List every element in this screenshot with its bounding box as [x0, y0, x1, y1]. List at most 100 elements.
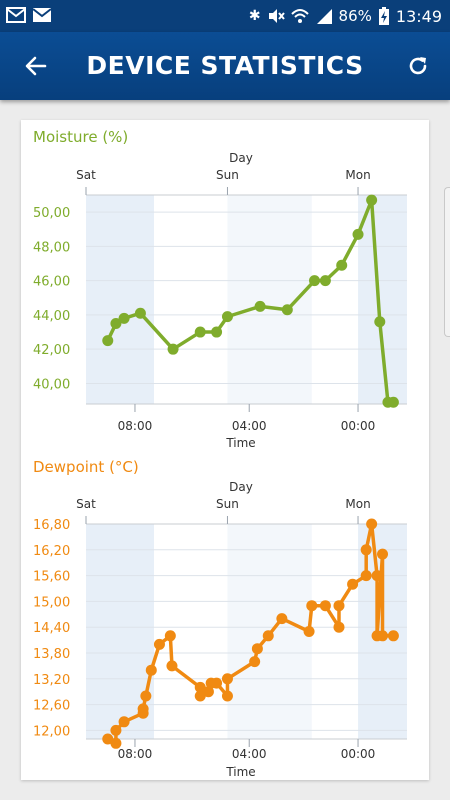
data-point	[140, 690, 152, 702]
data-point	[333, 600, 345, 612]
y-tick-label: 12,60	[33, 699, 70, 714]
x2-tick-label: Sun	[216, 497, 239, 511]
mail-icon	[6, 7, 26, 23]
data-point	[303, 626, 315, 637]
y-tick-label: 14,40	[33, 621, 70, 636]
x-tick-label: 04:00	[232, 419, 267, 433]
statistics-card: Moisture (%) Day 40,00 42,00 44,00 46,00 48,00…	[21, 120, 429, 780]
data-point	[118, 716, 130, 728]
data-point	[194, 690, 206, 702]
data-point	[377, 548, 389, 560]
data-point	[153, 638, 165, 650]
data-point	[309, 275, 321, 287]
x-axis-label: Time	[225, 765, 255, 779]
day-band	[86, 195, 155, 404]
data-point	[110, 737, 122, 749]
back-button[interactable]	[16, 46, 56, 86]
y-tick-label: 50,00	[33, 206, 70, 221]
y-tick-label: 13,80	[33, 647, 70, 662]
data-point	[276, 613, 288, 625]
mail-icon	[32, 8, 52, 22]
y-tick-label: 40,00	[33, 377, 70, 392]
data-point	[221, 311, 233, 323]
data-point	[387, 630, 399, 642]
data-point	[137, 703, 149, 715]
data-point	[249, 656, 261, 668]
data-point	[333, 621, 345, 633]
clock: 13:49	[395, 6, 442, 26]
data-point	[371, 570, 383, 582]
chart-title: Moisture (%)	[33, 128, 128, 146]
data-point	[347, 578, 359, 590]
y-tick-label: 13,20	[33, 673, 70, 688]
arrow-left-icon	[25, 56, 47, 76]
x-tick-label: 04:00	[232, 747, 267, 761]
status-bar: ✱ 86% 13:49	[0, 0, 450, 32]
data-point	[110, 317, 122, 329]
data-point	[374, 316, 386, 328]
data-point	[211, 326, 223, 338]
data-point	[110, 724, 122, 736]
y-tick-label: 42,00	[33, 343, 70, 358]
x2-axis-label: Day	[229, 151, 253, 165]
data-point	[221, 673, 233, 685]
data-point	[221, 690, 233, 702]
data-point	[164, 630, 176, 642]
battery-percent: 86%	[338, 7, 372, 25]
moisture-chart: Moisture (%) Day 40,00 42,00 44,00 46,00 48,00…	[33, 128, 407, 450]
data-point	[306, 600, 318, 612]
data-point	[102, 335, 114, 347]
bluetooth-icon: ✱	[248, 8, 261, 24]
wifi-icon	[290, 9, 309, 23]
signal-icon	[316, 9, 332, 24]
data-point	[194, 681, 206, 693]
data-point	[360, 570, 372, 582]
dewpoint-chart: Dewpoint (°C) Day 12,00 12,60 13,20 13,80 14,4…	[33, 458, 407, 779]
x2-tick-label: Mon	[345, 497, 370, 511]
mute-icon	[268, 9, 285, 23]
x-tick-label: 08:00	[118, 747, 153, 761]
x2-tick-label: Sat	[76, 497, 96, 511]
y-tick-label: 16,80	[33, 518, 70, 533]
x2-tick-label: Mon	[345, 168, 370, 182]
data-point	[352, 228, 364, 240]
side-panel-handle[interactable]	[444, 187, 450, 337]
x2-axis-label: Day	[229, 480, 253, 494]
refresh-icon	[409, 57, 427, 75]
y-tick-label: 48,00	[33, 240, 70, 255]
data-point	[262, 630, 274, 642]
system-icons: ✱ 86% 13:49	[249, 6, 442, 26]
data-point	[319, 600, 331, 612]
x-tick-label: 08:00	[118, 419, 153, 433]
data-point	[366, 518, 378, 530]
data-point	[281, 304, 293, 316]
x2-tick-label: Sun	[216, 168, 239, 182]
data-point	[377, 630, 389, 642]
x-tick-label: 00:00	[341, 747, 376, 761]
data-point	[366, 194, 378, 206]
data-point	[251, 643, 263, 655]
data-point	[167, 343, 179, 355]
chart-title: Dewpoint (°C)	[33, 458, 139, 476]
data-point	[118, 312, 130, 324]
battery-charging-icon	[378, 7, 389, 25]
y-tick-label: 46,00	[33, 275, 70, 290]
x-tick-label: 00:00	[341, 419, 376, 433]
x2-tick-label: Sat	[76, 168, 96, 182]
refresh-button[interactable]	[398, 46, 438, 86]
y-tick-label: 15,60	[33, 570, 70, 585]
data-point	[254, 300, 266, 312]
data-point	[211, 677, 223, 689]
data-point	[202, 686, 214, 698]
app-bar: DEVICE STATISTICS	[0, 32, 450, 100]
data-point	[134, 307, 146, 319]
data-point	[360, 544, 372, 556]
data-point	[336, 259, 348, 271]
data-point	[166, 660, 178, 672]
y-tick-label: 15,00	[33, 595, 70, 610]
data-point	[194, 326, 206, 338]
y-tick-label: 16,20	[33, 544, 70, 559]
data-point	[102, 733, 114, 745]
data-point	[145, 664, 157, 676]
notification-icons	[6, 6, 52, 24]
